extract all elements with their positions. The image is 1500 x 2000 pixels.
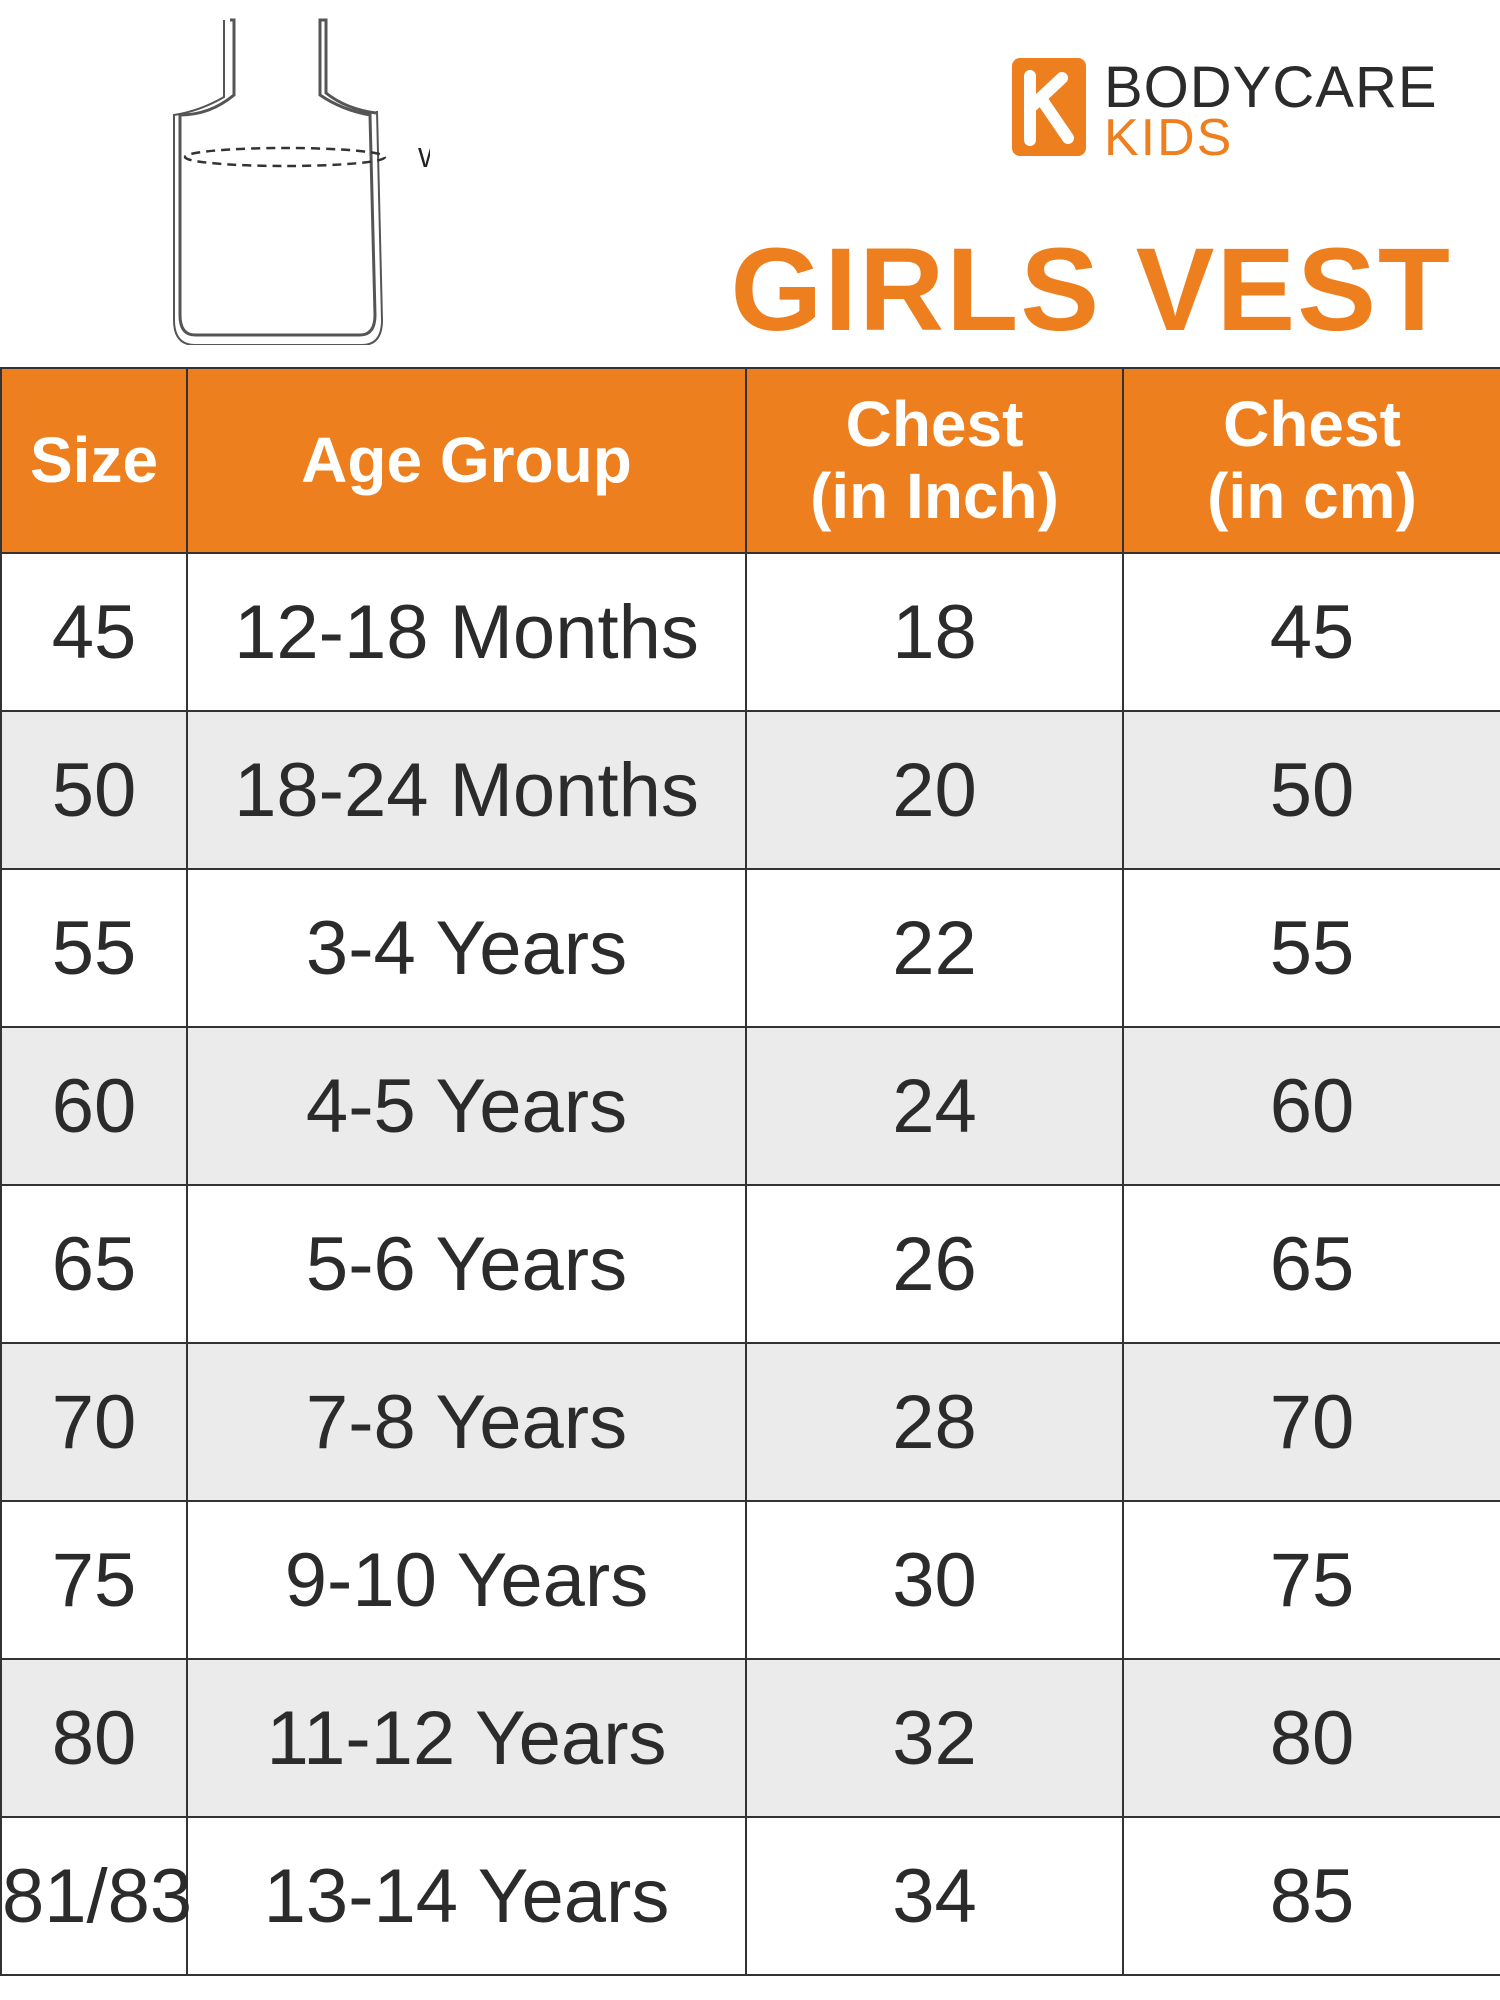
table-cell: 18 bbox=[745, 552, 1124, 712]
header-cell: Size bbox=[0, 367, 188, 554]
table-cell: 45 bbox=[0, 552, 188, 712]
header-text: Chest bbox=[1223, 387, 1401, 460]
table-cell: 20 bbox=[745, 710, 1124, 870]
table-cell: 70 bbox=[0, 1342, 188, 1502]
table-row: 81/83 13-14 Years 34 85 bbox=[0, 1816, 1500, 1976]
table-cell: 5-6 Years bbox=[186, 1184, 747, 1344]
table-cell: 75 bbox=[0, 1500, 188, 1660]
table-cell: 13-14 Years bbox=[186, 1816, 747, 1976]
table-cell: 18-24 Months bbox=[186, 710, 747, 870]
brand-icon bbox=[1012, 58, 1086, 156]
table-cell: 11-12 Years bbox=[186, 1658, 747, 1818]
table-row: 70 7-8 Years 28 70 bbox=[0, 1342, 1500, 1502]
table-cell: 9-10 Years bbox=[186, 1500, 747, 1660]
table-cell: 80 bbox=[0, 1658, 188, 1818]
header-text: (in cm) bbox=[1207, 459, 1417, 532]
table-cell: 70 bbox=[1122, 1342, 1500, 1502]
header-text: Age Group bbox=[301, 423, 632, 496]
table-cell: 26 bbox=[745, 1184, 1124, 1344]
size-table: Size Age Group Chest (in Inch) Chest (in cm) … bbox=[0, 367, 1500, 1976]
table-row: 45 12-18 Months 18 45 bbox=[0, 552, 1500, 712]
table-cell: 7-8 Years bbox=[186, 1342, 747, 1502]
table-cell: 55 bbox=[1122, 868, 1500, 1028]
table-row: 50 18-24 Months 20 50 bbox=[0, 710, 1500, 870]
table-cell: 75 bbox=[1122, 1500, 1500, 1660]
table-cell: 60 bbox=[0, 1026, 188, 1186]
header-row: Size Age Group Chest (in Inch) Chest (in cm) bbox=[0, 367, 1500, 554]
brand-name: BODYCARE bbox=[1104, 55, 1438, 120]
table-cell: 32 bbox=[745, 1658, 1124, 1818]
table-cell: 24 bbox=[745, 1026, 1124, 1186]
table-cell: 85 bbox=[1122, 1816, 1500, 1976]
table-cell: 80 bbox=[1122, 1658, 1500, 1818]
table-cell: 45 bbox=[1122, 552, 1500, 712]
brand-logo: BODYCARE KIDS bbox=[1012, 55, 1472, 168]
table-cell: 22 bbox=[745, 868, 1124, 1028]
header-text: Size bbox=[29, 423, 159, 496]
table-row: 80 11-12 Years 32 80 bbox=[0, 1658, 1500, 1818]
header-cell: Chest (in cm) bbox=[1122, 367, 1500, 554]
table-row: 65 5-6 Years 26 65 bbox=[0, 1184, 1500, 1344]
table-cell: 28 bbox=[745, 1342, 1124, 1502]
page-title: GIRLS VEST bbox=[730, 224, 1452, 356]
table-row: 75 9-10 Years 30 75 bbox=[0, 1500, 1500, 1660]
table-cell: 4-5 Years bbox=[186, 1026, 747, 1186]
table-cell: 3-4 Years bbox=[186, 868, 747, 1028]
table-cell: 65 bbox=[1122, 1184, 1500, 1344]
table-row: 55 3-4 Years 22 55 bbox=[0, 868, 1500, 1028]
waist-label: Waist bbox=[418, 142, 430, 173]
table-row: 60 4-5 Years 24 60 bbox=[0, 1026, 1500, 1186]
header-cell: Chest (in Inch) bbox=[745, 367, 1124, 554]
table-cell: 34 bbox=[745, 1816, 1124, 1976]
table-cell: 50 bbox=[1122, 710, 1500, 870]
table-cell: 30 bbox=[745, 1500, 1124, 1660]
table-cell: 50 bbox=[0, 710, 188, 870]
table-body: 45 12-18 Months 18 45 50 18-24 Months 20 50 55 3-… bbox=[0, 552, 1500, 1976]
table-cell: 55 bbox=[0, 868, 188, 1028]
table-cell: 81/83 bbox=[0, 1816, 192, 1976]
brand-sub: KIDS bbox=[1104, 109, 1234, 167]
table-cell: 65 bbox=[0, 1184, 188, 1344]
header-cell: Age Group bbox=[186, 367, 747, 554]
table-cell: 60 bbox=[1122, 1026, 1500, 1186]
header-text: Chest bbox=[845, 387, 1024, 460]
table-cell: 12-18 Months bbox=[186, 552, 747, 712]
header-text: (in Inch) bbox=[810, 459, 1059, 532]
vest-illustration: Waist bbox=[173, 18, 430, 345]
